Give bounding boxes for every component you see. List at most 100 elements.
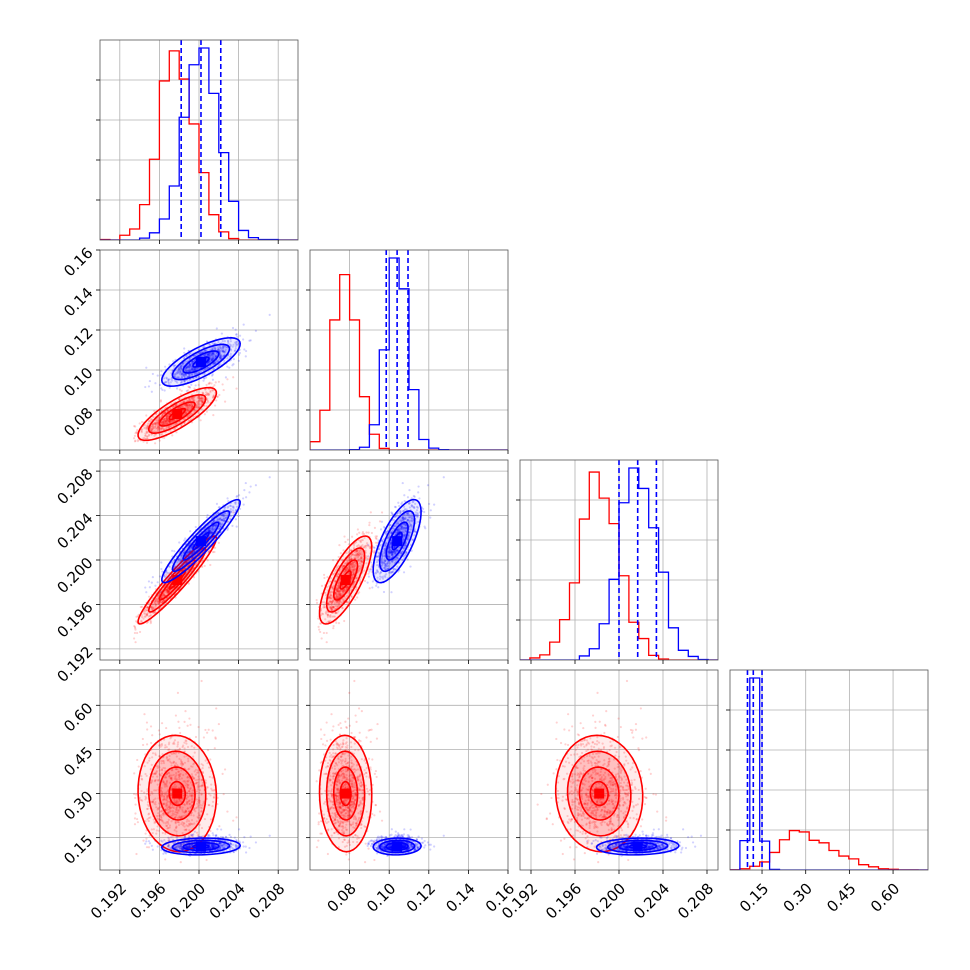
scatter-point <box>192 398 195 401</box>
scatter-point <box>209 354 212 357</box>
scatter-point <box>162 428 165 431</box>
scatter-point <box>227 505 230 508</box>
scatter-point <box>218 506 221 509</box>
scatter-point <box>197 412 200 415</box>
scatter-point <box>212 515 216 518</box>
scatter-point <box>325 641 328 644</box>
scatter-point <box>213 384 216 387</box>
peak-marker <box>195 536 206 547</box>
scatter-point <box>184 537 187 540</box>
scatter-point <box>163 593 166 597</box>
scatter-point <box>161 414 164 417</box>
scatter-point <box>168 419 171 422</box>
scatter-point <box>187 366 190 369</box>
scatter-point <box>180 374 183 377</box>
scatter-point <box>193 368 196 371</box>
scatter-point <box>154 602 157 605</box>
scatter-point <box>206 399 210 403</box>
scatter-point <box>176 381 179 384</box>
scatter-point <box>190 546 193 549</box>
scatter-point <box>224 348 227 351</box>
scatter-point <box>141 615 144 619</box>
scatter-point <box>317 625 320 629</box>
scatter-point <box>140 420 144 424</box>
scatter-point <box>186 366 189 369</box>
scatter-point <box>196 406 199 409</box>
scatter-point <box>210 531 213 534</box>
scatter-point <box>168 425 171 428</box>
scatter-point <box>151 576 154 579</box>
scatter-point <box>208 528 211 531</box>
scatter-point <box>207 353 210 356</box>
scatter-point <box>208 392 211 396</box>
scatter-point <box>181 553 184 556</box>
scatter-point <box>221 350 224 353</box>
scatter-point <box>234 501 237 504</box>
scatter-point <box>167 378 170 381</box>
scatter-point <box>157 600 160 603</box>
scatter-point <box>171 549 174 552</box>
scatter-point <box>147 595 151 598</box>
scatter-point <box>208 352 211 355</box>
scatter-point <box>163 419 166 423</box>
scatter-point <box>133 625 137 629</box>
scatter-point <box>229 352 232 356</box>
scatter-point <box>178 368 181 371</box>
scatter-point <box>205 410 208 413</box>
scatter-point <box>185 403 188 407</box>
scatter-point <box>201 400 204 403</box>
scatter-point <box>216 518 219 521</box>
scatter-point <box>200 397 203 400</box>
scatter-point <box>200 397 203 401</box>
scatter-point <box>146 612 149 615</box>
scatter-point <box>189 405 193 409</box>
scatter-point <box>203 377 206 380</box>
scatter-point <box>163 423 167 426</box>
scatter-point <box>159 374 163 377</box>
scatter-point <box>154 422 157 425</box>
scatter-point <box>194 384 197 387</box>
scatter-point <box>187 365 191 369</box>
scatter-point <box>154 422 157 426</box>
y-tick-label: 0.200 <box>53 554 96 597</box>
scatter-point <box>194 525 197 529</box>
scatter-point <box>162 420 166 423</box>
scatter-point <box>191 367 195 370</box>
scatter-point <box>238 353 241 356</box>
scatter-point <box>244 355 247 358</box>
scatter-point <box>166 419 169 422</box>
scatter-point <box>157 426 161 429</box>
scatter-point <box>188 364 191 367</box>
scatter-point <box>335 621 338 624</box>
scatter-point <box>167 382 170 385</box>
scatter-point <box>185 370 188 373</box>
scatter-point <box>175 372 178 375</box>
scatter-point <box>165 415 168 418</box>
scatter-point <box>168 413 171 416</box>
scatter-point <box>144 437 147 441</box>
scatter-point <box>205 383 208 387</box>
scatter-point <box>195 368 199 371</box>
scatter-point <box>229 504 233 508</box>
scatter-point <box>375 537 378 541</box>
scatter-point <box>221 513 224 516</box>
scatter-point <box>188 559 191 562</box>
scatter-point <box>231 364 234 367</box>
scatter-point <box>236 344 239 347</box>
scatter-point <box>208 354 211 357</box>
scatter-point <box>144 432 147 435</box>
scatter-point <box>156 421 159 425</box>
scatter-point <box>197 402 200 405</box>
scatter-point <box>194 359 197 362</box>
scatter-point <box>207 382 210 385</box>
scatter-point <box>229 508 232 511</box>
scatter-point <box>373 549 376 552</box>
scatter-point <box>232 506 235 510</box>
scatter-point <box>202 346 205 349</box>
scatter-point <box>179 366 183 369</box>
scatter-point <box>209 360 212 363</box>
scatter-point <box>155 421 158 425</box>
scatter-point <box>214 355 218 358</box>
scatter-point <box>213 346 217 349</box>
scatter-point <box>214 526 217 530</box>
